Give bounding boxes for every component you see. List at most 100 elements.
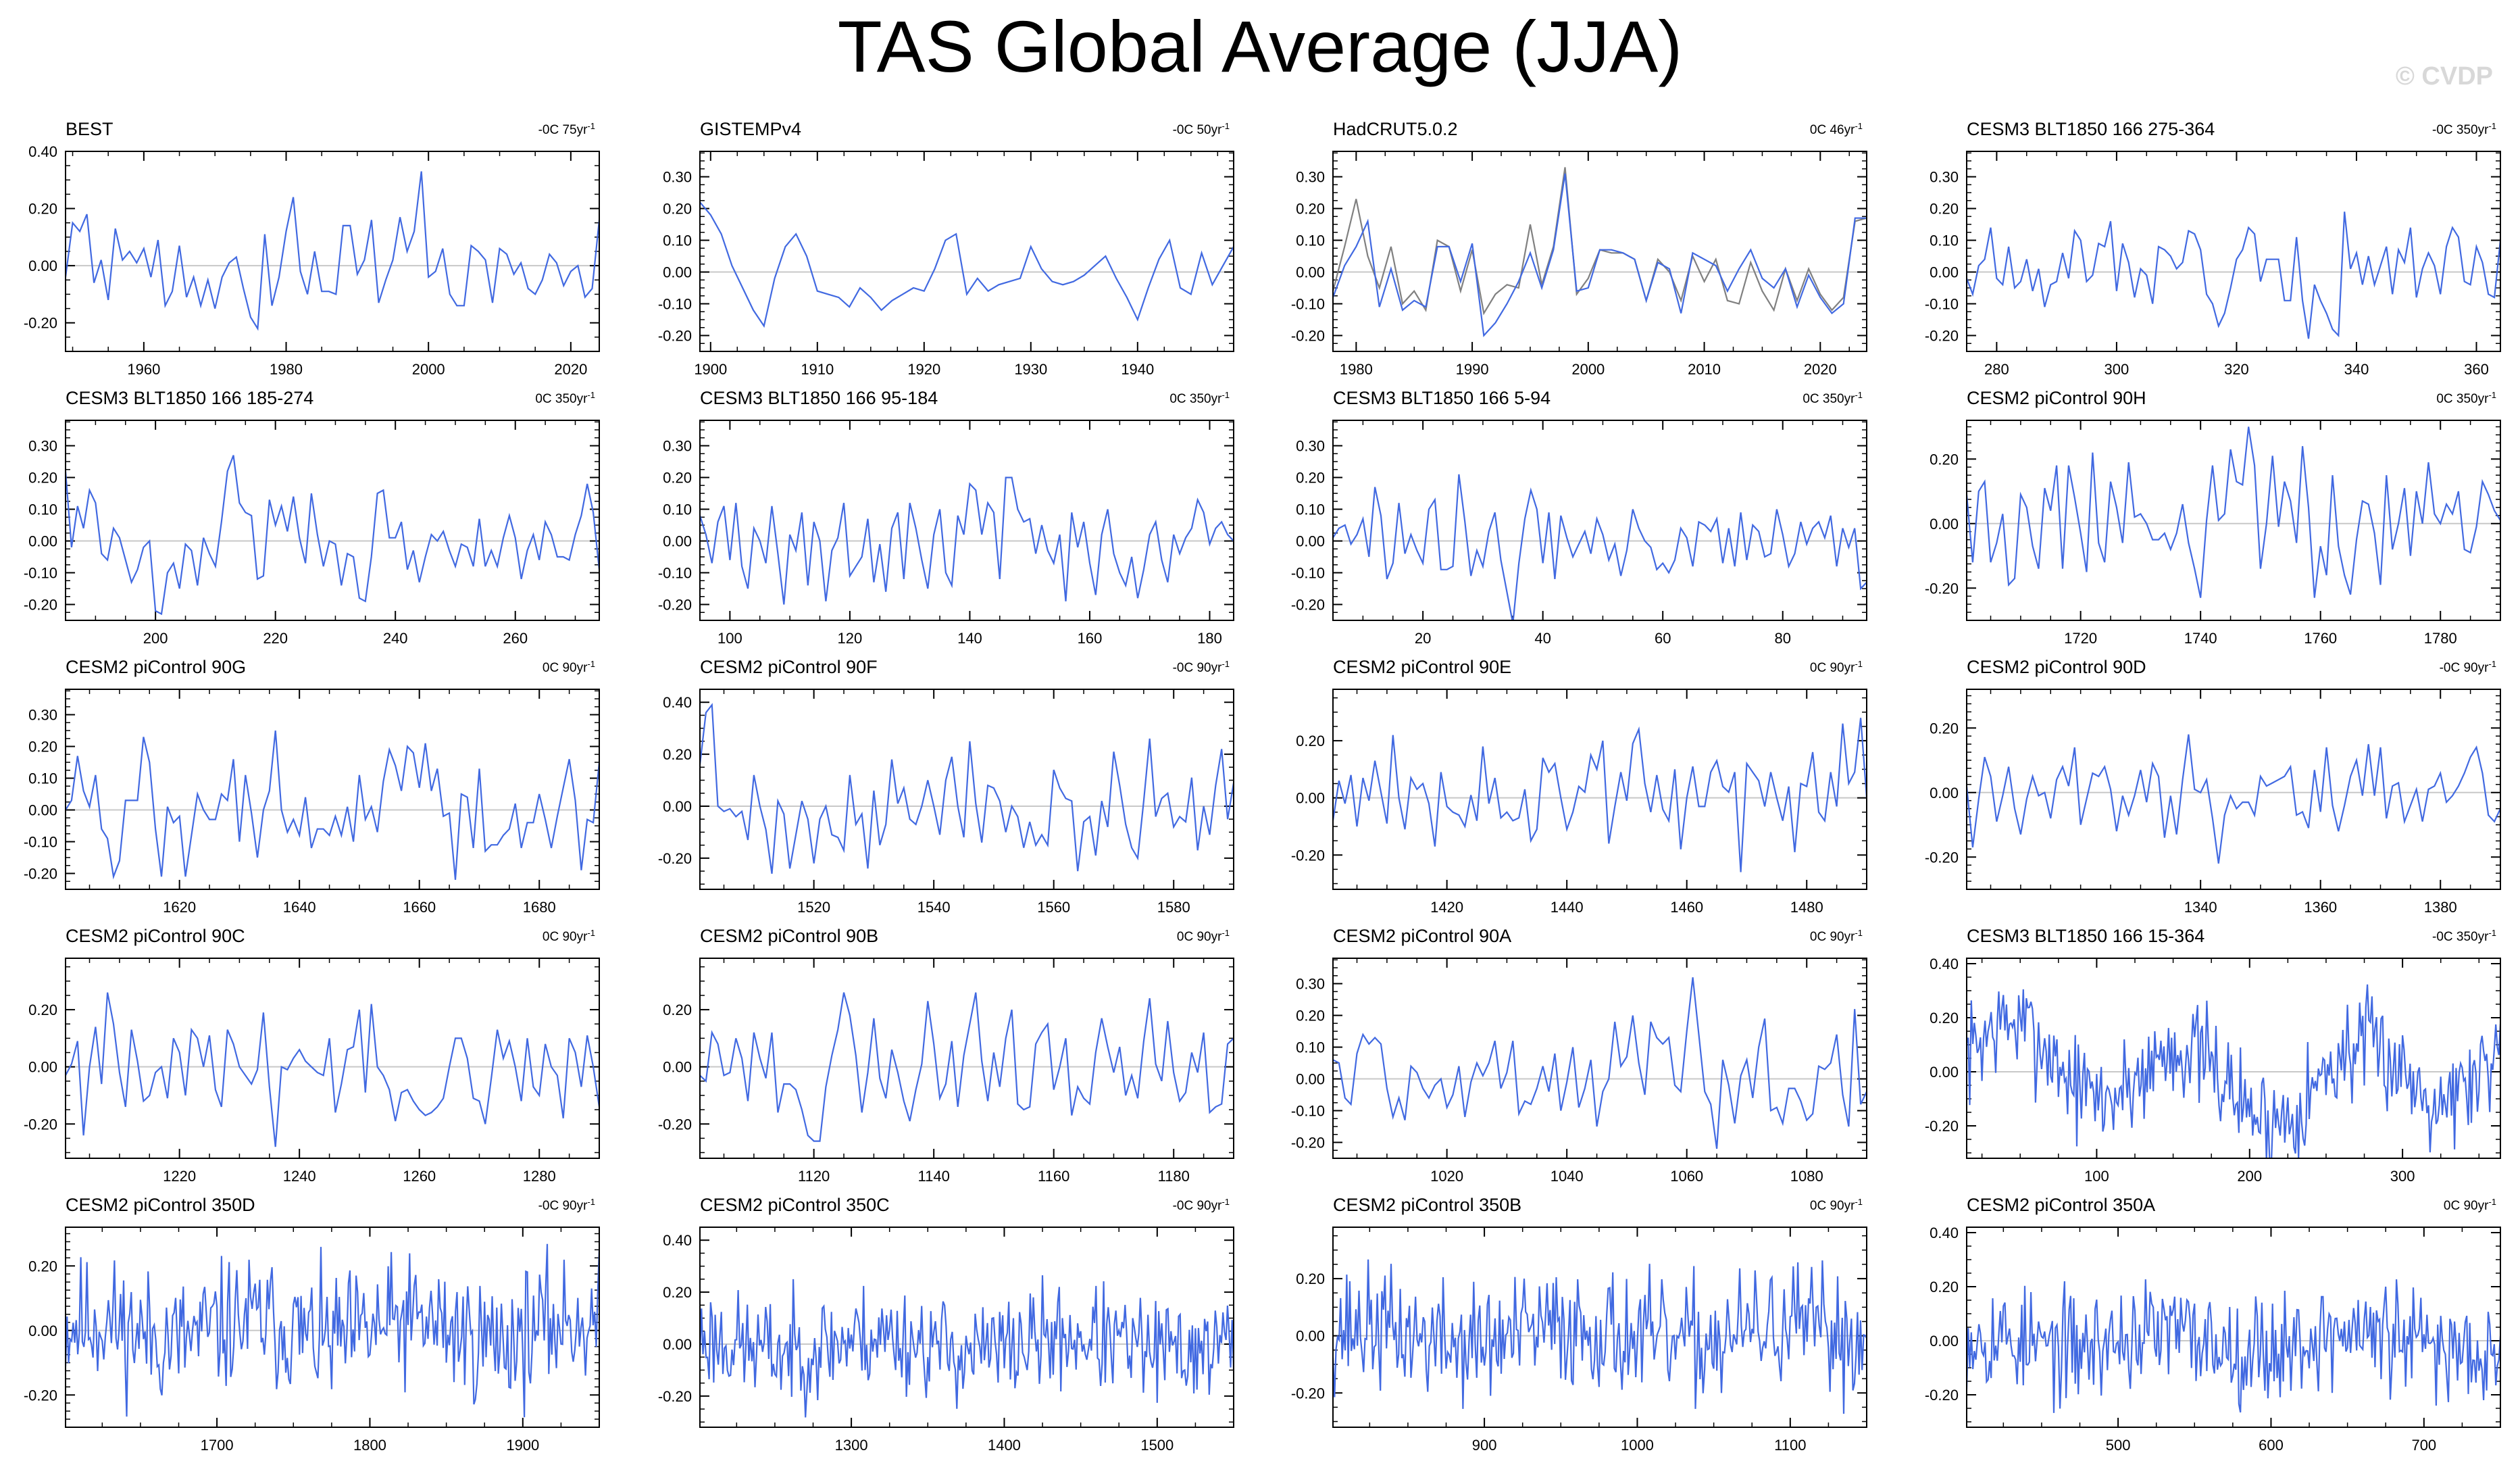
panel-8: CESM2 piControl 90G 0C 90yr-1 0.30 0.20 0.10… bbox=[24, 657, 600, 916]
x-tick-label: 1440 bbox=[1551, 899, 1584, 916]
panel-frame bbox=[1332, 420, 1867, 621]
series-line bbox=[1333, 1259, 1867, 1414]
x-tick-label: 2000 bbox=[412, 361, 445, 378]
y-tick-label: 0.10 bbox=[1296, 232, 1325, 249]
y-tick-label: 0.20 bbox=[1296, 1008, 1325, 1024]
x-tick-label: 1620 bbox=[163, 899, 196, 916]
x-tick-label: 1400 bbox=[988, 1437, 1021, 1454]
panel-title: BEST bbox=[66, 119, 114, 139]
y-tick-label: 0.30 bbox=[1296, 169, 1325, 186]
x-tick-label: 160 bbox=[1078, 630, 1103, 647]
x-tick-label: 1020 bbox=[1430, 1168, 1463, 1185]
y-tick-label: 0.30 bbox=[663, 438, 692, 455]
y-tick-label: -0.20 bbox=[24, 1387, 57, 1404]
panel-14: CESM2 piControl 90A 0C 90yr-1 0.30 0.20 0.10… bbox=[1291, 926, 1867, 1185]
panel-frame bbox=[1966, 151, 2501, 352]
superscript: -1 bbox=[1855, 928, 1863, 938]
series-line bbox=[700, 992, 1234, 1142]
y-tick-label: 0.10 bbox=[663, 232, 692, 249]
y-tick-label: -0.20 bbox=[1925, 580, 1959, 597]
superscript: -1 bbox=[587, 390, 595, 400]
superscript: -1 bbox=[587, 659, 595, 669]
panel-annotation: 0C 90yr-1 bbox=[1810, 659, 1863, 675]
y-tick-label: 0.20 bbox=[28, 739, 57, 756]
x-tick-label: 1900 bbox=[506, 1437, 539, 1454]
panel-annotation: 0C 90yr-1 bbox=[543, 928, 595, 944]
y-tick-label: 0.20 bbox=[1930, 201, 1959, 218]
y-tick-label: -0.10 bbox=[1291, 565, 1325, 582]
x-tick-label: 600 bbox=[2259, 1437, 2284, 1454]
y-tick-label: 0.20 bbox=[28, 470, 57, 487]
x-tick-label: 1040 bbox=[1551, 1168, 1584, 1185]
superscript: -1 bbox=[2488, 928, 2496, 938]
panel-frame bbox=[65, 958, 600, 1159]
y-tick-label: 0.20 bbox=[1296, 733, 1325, 749]
series-line bbox=[1967, 212, 2500, 339]
y-tick-label: 0.30 bbox=[1930, 169, 1959, 186]
x-tick-label: 1740 bbox=[2184, 630, 2217, 647]
x-tick-label: 2020 bbox=[554, 361, 587, 378]
y-tick-label: -0.20 bbox=[1925, 328, 1959, 345]
y-tick-label: 0.20 bbox=[1296, 470, 1325, 487]
x-tick-label: 20 bbox=[1415, 630, 1431, 647]
panel-title: CESM2 piControl 90G bbox=[66, 657, 246, 677]
x-tick-label: 60 bbox=[1655, 630, 1671, 647]
y-tick-label: 0.30 bbox=[663, 169, 692, 186]
y-tick-label: 0.20 bbox=[663, 201, 692, 218]
panel-frame bbox=[1966, 958, 2501, 1159]
panel-title: CESM3 BLT1850 166 275-364 bbox=[1967, 119, 2215, 139]
x-tick-label: 1280 bbox=[523, 1168, 556, 1185]
superscript: -1 bbox=[587, 121, 595, 131]
y-tick-label: -0.20 bbox=[1925, 1118, 1959, 1135]
panel-7: CESM2 piControl 90H 0C 350yr-1 0.20 0.00 -0.… bbox=[1925, 388, 2501, 647]
y-tick-label: 0.00 bbox=[1296, 1071, 1325, 1088]
y-tick-label: -0.10 bbox=[1291, 296, 1325, 313]
y-tick-label: -0.20 bbox=[24, 315, 57, 332]
series-line bbox=[66, 1243, 599, 1418]
y-tick-label: 0.10 bbox=[1296, 1039, 1325, 1056]
y-tick-label: 0.00 bbox=[663, 798, 692, 815]
y-tick-label: -0.20 bbox=[1291, 1385, 1325, 1402]
panel-annotation: 0C 90yr-1 bbox=[1810, 928, 1863, 944]
series-line bbox=[66, 992, 599, 1147]
x-tick-label: 1260 bbox=[403, 1168, 436, 1185]
panel-annotation: 0C 46yr-1 bbox=[1810, 121, 1863, 137]
x-tick-label: 1780 bbox=[2424, 630, 2457, 647]
x-tick-label: 320 bbox=[2224, 361, 2249, 378]
y-tick-label: 0.00 bbox=[28, 802, 57, 819]
y-tick-label: 0.20 bbox=[1930, 1010, 1959, 1027]
y-tick-label: 0.20 bbox=[1296, 201, 1325, 218]
panel-frame bbox=[699, 1227, 1234, 1428]
panel-annotation: 0C 90yr-1 bbox=[2444, 1197, 2496, 1213]
panel-title: CESM2 piControl 90E bbox=[1333, 657, 1511, 677]
y-tick-label: 0.10 bbox=[28, 770, 57, 787]
y-tick-label: -0.10 bbox=[658, 565, 692, 582]
superscript: -1 bbox=[587, 928, 595, 938]
x-tick-label: 700 bbox=[2411, 1437, 2436, 1454]
x-tick-label: 1580 bbox=[1157, 899, 1190, 916]
x-tick-label: 1940 bbox=[1121, 361, 1154, 378]
panel-annotation: -0C 75yr-1 bbox=[538, 121, 595, 137]
y-tick-label: -0.20 bbox=[1291, 847, 1325, 864]
x-tick-label: 1540 bbox=[917, 899, 951, 916]
panel-title: CESM2 piControl 90C bbox=[66, 926, 245, 946]
y-tick-label: 0.20 bbox=[28, 1258, 57, 1275]
panel-annotation: -0C 350yr-1 bbox=[2432, 928, 2496, 944]
superscript: -1 bbox=[1855, 121, 1863, 131]
panel-annotation: 0C 350yr-1 bbox=[535, 390, 595, 406]
y-tick-label: 0.20 bbox=[663, 1001, 692, 1018]
panel-frame bbox=[65, 151, 600, 352]
panel-frame bbox=[65, 1227, 600, 1428]
panel-annotation: 0C 90yr-1 bbox=[1177, 928, 1230, 944]
y-tick-label: -0.10 bbox=[658, 296, 692, 313]
panel-annotation: -0C 90yr-1 bbox=[538, 1197, 595, 1213]
x-tick-label: 1910 bbox=[801, 361, 834, 378]
x-tick-label: 1160 bbox=[1038, 1168, 1069, 1185]
panel-annotation: 0C 90yr-1 bbox=[1810, 1197, 1863, 1213]
panel-frame bbox=[1332, 151, 1867, 352]
x-tick-label: 300 bbox=[2105, 361, 2130, 378]
y-tick-label: 0.40 bbox=[28, 143, 57, 160]
panel-title: CESM2 piControl 90F bbox=[700, 657, 878, 677]
x-tick-label: 1560 bbox=[1037, 899, 1070, 916]
